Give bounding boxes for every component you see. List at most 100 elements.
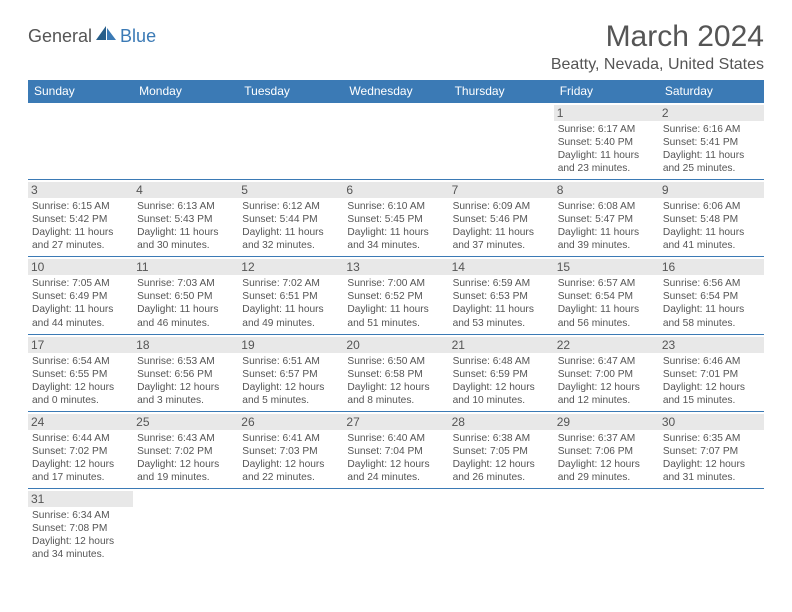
day-line: and 22 minutes. — [242, 471, 339, 484]
day-line: and 5 minutes. — [242, 394, 339, 407]
day-number: 26 — [238, 414, 343, 430]
calendar-cell: 7Sunrise: 6:09 AMSunset: 5:46 PMDaylight… — [449, 180, 554, 257]
calendar-cell: 17Sunrise: 6:54 AMSunset: 6:55 PMDayligh… — [28, 334, 133, 411]
day-line: and 23 minutes. — [558, 162, 655, 175]
day-line: Sunset: 7:02 PM — [32, 445, 129, 458]
day-number: 8 — [554, 182, 659, 198]
day-number: 4 — [133, 182, 238, 198]
day-line: Sunrise: 6:43 AM — [137, 432, 234, 445]
day-details: Sunrise: 6:17 AMSunset: 5:40 PMDaylight:… — [558, 123, 655, 175]
day-line: Sunrise: 6:12 AM — [242, 200, 339, 213]
day-details: Sunrise: 6:41 AMSunset: 7:03 PMDaylight:… — [242, 432, 339, 484]
day-number: 31 — [28, 491, 133, 507]
day-details: Sunrise: 6:37 AMSunset: 7:06 PMDaylight:… — [558, 432, 655, 484]
calendar-cell: 11Sunrise: 7:03 AMSunset: 6:50 PMDayligh… — [133, 257, 238, 334]
calendar-row: 31 Sunrise: 6:34 AMSunset: 7:08 PMDayligh… — [28, 488, 764, 565]
day-line: and 37 minutes. — [453, 239, 550, 252]
day-line: and 53 minutes. — [453, 317, 550, 330]
day-line: Sunrise: 6:37 AM — [558, 432, 655, 445]
day-details: Sunrise: 6:56 AMSunset: 6:54 PMDaylight:… — [663, 277, 760, 329]
day-line: and 24 minutes. — [347, 471, 444, 484]
day-line: Daylight: 12 hours — [137, 458, 234, 471]
day-details: Sunrise: 6:51 AMSunset: 6:57 PMDaylight:… — [242, 355, 339, 407]
day-number: 23 — [659, 337, 764, 353]
day-line: Sunrise: 6:50 AM — [347, 355, 444, 368]
day-line: Daylight: 12 hours — [347, 458, 444, 471]
day-line: Daylight: 12 hours — [663, 458, 760, 471]
day-details: Sunrise: 7:02 AMSunset: 6:51 PMDaylight:… — [242, 277, 339, 329]
day-line: Daylight: 11 hours — [453, 226, 550, 239]
day-line: Sunset: 5:45 PM — [347, 213, 444, 226]
day-number: 25 — [133, 414, 238, 430]
day-line: and 49 minutes. — [242, 317, 339, 330]
day-line: Daylight: 11 hours — [663, 226, 760, 239]
weekday-header-row: Sunday Monday Tuesday Wednesday Thursday… — [28, 80, 764, 103]
day-line: Sunrise: 6:09 AM — [453, 200, 550, 213]
day-line: Daylight: 12 hours — [453, 381, 550, 394]
day-line: Sunset: 7:00 PM — [558, 368, 655, 381]
day-line: Sunset: 7:06 PM — [558, 445, 655, 458]
calendar-cell: 1Sunrise: 6:17 AMSunset: 5:40 PMDaylight… — [554, 103, 659, 180]
day-number: 29 — [554, 414, 659, 430]
day-line: Sunset: 5:42 PM — [32, 213, 129, 226]
day-details: Sunrise: 6:08 AMSunset: 5:47 PMDaylight:… — [558, 200, 655, 252]
month-title: March 2024 — [551, 20, 764, 54]
day-number: 13 — [343, 259, 448, 275]
logo-text-blue: Blue — [120, 26, 156, 47]
day-details: Sunrise: 6:06 AMSunset: 5:48 PMDaylight:… — [663, 200, 760, 252]
day-line: Sunrise: 6:48 AM — [453, 355, 550, 368]
day-line: Sunset: 6:49 PM — [32, 290, 129, 303]
day-line: Sunrise: 6:46 AM — [663, 355, 760, 368]
day-details: Sunrise: 7:00 AMSunset: 6:52 PMDaylight:… — [347, 277, 444, 329]
day-line: Sunset: 5:44 PM — [242, 213, 339, 226]
calendar-row: 3Sunrise: 6:15 AMSunset: 5:42 PMDaylight… — [28, 180, 764, 257]
day-details: Sunrise: 6:50 AMSunset: 6:58 PMDaylight:… — [347, 355, 444, 407]
weekday-header: Wednesday — [343, 80, 448, 103]
calendar-cell: 2Sunrise: 6:16 AMSunset: 5:41 PMDaylight… — [659, 103, 764, 180]
day-line: Sunset: 6:57 PM — [242, 368, 339, 381]
day-details: Sunrise: 6:15 AMSunset: 5:42 PMDaylight:… — [32, 200, 129, 252]
weekday-header: Friday — [554, 80, 659, 103]
calendar-cell: 23Sunrise: 6:46 AMSunset: 7:01 PMDayligh… — [659, 334, 764, 411]
day-line: Sunset: 6:59 PM — [453, 368, 550, 381]
calendar-cell — [343, 488, 448, 565]
day-line: and 46 minutes. — [137, 317, 234, 330]
day-number: 10 — [28, 259, 133, 275]
day-number: 14 — [449, 259, 554, 275]
day-line: Sunrise: 6:08 AM — [558, 200, 655, 213]
calendar-cell: 15Sunrise: 6:57 AMSunset: 6:54 PMDayligh… — [554, 257, 659, 334]
calendar-cell: 30Sunrise: 6:35 AMSunset: 7:07 PMDayligh… — [659, 411, 764, 488]
calendar-cell: 6Sunrise: 6:10 AMSunset: 5:45 PMDaylight… — [343, 180, 448, 257]
day-line: and 10 minutes. — [453, 394, 550, 407]
day-line: Daylight: 11 hours — [347, 303, 444, 316]
day-line: Sunrise: 6:54 AM — [32, 355, 129, 368]
day-line: Daylight: 11 hours — [558, 226, 655, 239]
day-number: 27 — [343, 414, 448, 430]
day-line: Daylight: 11 hours — [32, 226, 129, 239]
day-details: Sunrise: 6:57 AMSunset: 6:54 PMDaylight:… — [558, 277, 655, 329]
day-details: Sunrise: 6:43 AMSunset: 7:02 PMDaylight:… — [137, 432, 234, 484]
day-line: Daylight: 12 hours — [32, 381, 129, 394]
calendar-cell — [554, 488, 659, 565]
day-line: Daylight: 12 hours — [347, 381, 444, 394]
calendar-cell: 27Sunrise: 6:40 AMSunset: 7:04 PMDayligh… — [343, 411, 448, 488]
calendar-cell: 26 Sunrise: 6:41 AMSunset: 7:03 PMDayligh… — [238, 411, 343, 488]
header: General Blue March 2024 Beatty, Nevada, … — [28, 20, 764, 74]
day-number: 16 — [659, 259, 764, 275]
day-line: Sunrise: 6:40 AM — [347, 432, 444, 445]
day-line: Sunset: 6:58 PM — [347, 368, 444, 381]
day-line: Sunset: 6:55 PM — [32, 368, 129, 381]
day-details: Sunrise: 6:13 AMSunset: 5:43 PMDaylight:… — [137, 200, 234, 252]
calendar-cell: 31 Sunrise: 6:34 AMSunset: 7:08 PMDayligh… — [28, 488, 133, 565]
day-line: Sunset: 7:05 PM — [453, 445, 550, 458]
day-details: Sunrise: 6:34 AMSunset: 7:08 PMDaylight:… — [32, 509, 129, 561]
day-details: Sunrise: 6:09 AMSunset: 5:46 PMDaylight:… — [453, 200, 550, 252]
day-line: Daylight: 12 hours — [453, 458, 550, 471]
day-number: 21 — [449, 337, 554, 353]
day-number: 18 — [133, 337, 238, 353]
calendar-cell — [133, 103, 238, 180]
calendar-table: Sunday Monday Tuesday Wednesday Thursday… — [28, 80, 764, 565]
day-line: Sunrise: 6:56 AM — [663, 277, 760, 290]
weekday-header: Thursday — [449, 80, 554, 103]
day-line: Sunrise: 7:05 AM — [32, 277, 129, 290]
